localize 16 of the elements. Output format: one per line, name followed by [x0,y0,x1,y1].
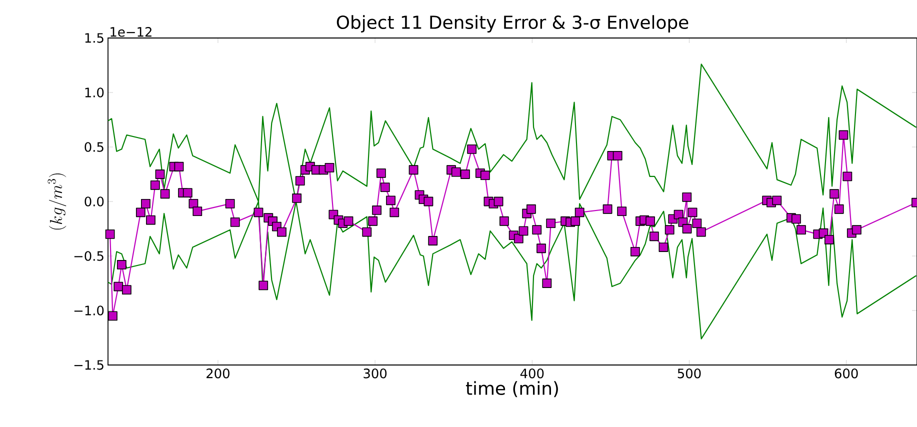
x-tick-label: 400 [520,368,544,378]
chart-title: Object 11 Density Error & 3-σ Envelope [336,15,688,33]
text: 1e−12 [110,27,152,37]
y-tick-label: −0.5 [74,251,104,261]
x-tick-label: 500 [678,368,701,378]
y-tick-label: −1.5 [74,360,104,370]
y-tick-label: 0.5 [84,142,104,152]
x-axis-title: time (min) [466,381,558,398]
y-axis-title: $(kg/m^3)$ [48,173,66,230]
y-tick-label: −1.0 [74,306,104,316]
x-tick-label: 600 [834,368,858,378]
x-tick-label: 300 [364,368,387,378]
y-tick-label: 1.5 [85,33,104,43]
y-tick-label: 1.0 [85,88,104,98]
x-tick-label: 200 [206,368,230,378]
y-tick-label: 0.0 [84,196,104,206]
